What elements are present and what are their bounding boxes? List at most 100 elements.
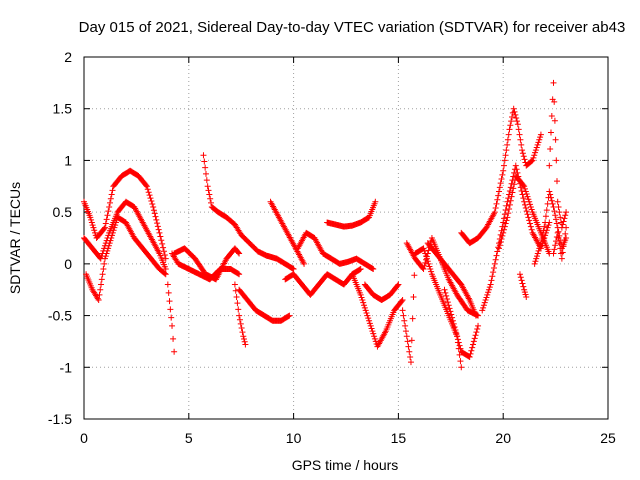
data-point <box>522 188 529 195</box>
data-point <box>496 184 503 191</box>
data-point <box>533 144 540 151</box>
data-point <box>234 300 241 307</box>
data-point <box>550 250 557 257</box>
data-point <box>538 236 545 243</box>
data-point <box>510 185 517 192</box>
data-point <box>285 313 292 320</box>
data-point <box>150 207 157 214</box>
data-point <box>398 298 405 305</box>
data-point <box>480 302 487 309</box>
data-point <box>523 208 530 215</box>
data-point <box>527 203 534 210</box>
data-point <box>517 274 524 281</box>
data-point <box>529 157 536 164</box>
data-point <box>164 281 171 288</box>
data-point <box>524 211 531 218</box>
data-point <box>169 322 176 329</box>
data-point <box>168 314 175 321</box>
data-point <box>519 280 526 287</box>
data-point <box>502 152 509 159</box>
data-point <box>160 244 167 251</box>
data-point <box>521 201 528 208</box>
data-point <box>208 199 215 206</box>
series-N <box>349 271 406 350</box>
y-tick-label: 1 <box>64 152 72 168</box>
data-point <box>472 312 479 319</box>
data-point <box>553 238 560 245</box>
data-point <box>527 220 534 227</box>
data-point <box>105 208 112 215</box>
data-point <box>145 189 152 196</box>
data-point <box>498 236 505 243</box>
data-point <box>503 147 510 154</box>
data-point <box>559 249 566 256</box>
data-point <box>485 286 492 293</box>
data-point <box>542 219 549 226</box>
data-point <box>406 348 413 355</box>
data-point <box>241 338 248 345</box>
data-point <box>102 220 109 227</box>
data-point <box>171 348 178 355</box>
data-point <box>361 302 368 309</box>
data-point <box>490 264 497 271</box>
data-point <box>205 187 212 194</box>
data-point <box>162 271 169 278</box>
data-point <box>90 224 97 231</box>
data-point <box>528 206 535 213</box>
data-point <box>236 312 243 319</box>
data-point <box>519 147 526 154</box>
data-point <box>533 255 540 262</box>
data-point <box>488 277 495 284</box>
data-point <box>537 242 544 249</box>
data-point <box>236 316 243 323</box>
data-point <box>457 345 464 352</box>
x-tick-label: 25 <box>600 430 616 446</box>
data-point <box>506 126 513 133</box>
data-point <box>521 183 528 190</box>
data-point <box>515 126 522 133</box>
data-point <box>547 146 554 153</box>
data-point <box>367 322 374 329</box>
data-point <box>498 176 505 183</box>
data-point <box>146 192 153 199</box>
series-K <box>282 266 364 298</box>
data-point <box>527 223 534 230</box>
data-point <box>448 311 455 318</box>
data-point <box>508 180 515 187</box>
series-I <box>236 286 293 324</box>
data-point <box>94 295 101 302</box>
data-point <box>401 317 408 324</box>
data-point <box>458 364 465 371</box>
data-point <box>505 195 512 202</box>
data-point <box>366 317 373 324</box>
data-point <box>474 326 481 333</box>
data-point <box>106 240 113 247</box>
data-point <box>520 283 527 290</box>
data-point <box>495 192 502 199</box>
data-point <box>509 113 516 120</box>
data-point <box>502 220 509 227</box>
series-B <box>81 198 169 273</box>
data-point <box>563 209 570 216</box>
data-point <box>101 260 108 267</box>
data-point <box>155 226 162 233</box>
data-point <box>231 281 238 288</box>
data-point <box>507 184 514 191</box>
data-point <box>423 253 430 260</box>
data-point <box>537 240 544 247</box>
data-point <box>545 222 552 229</box>
data-point <box>102 253 109 260</box>
data-point <box>161 270 168 277</box>
data-point <box>555 203 562 210</box>
data-point <box>447 308 454 315</box>
data-point <box>154 223 161 230</box>
data-point <box>150 203 157 210</box>
data-point <box>457 358 464 365</box>
data-points <box>81 79 570 371</box>
series-M <box>324 198 379 230</box>
data-point <box>399 307 406 314</box>
series-R <box>424 240 479 319</box>
data-point <box>422 259 429 266</box>
x-tick-label: 0 <box>80 430 88 446</box>
data-point <box>363 309 370 316</box>
